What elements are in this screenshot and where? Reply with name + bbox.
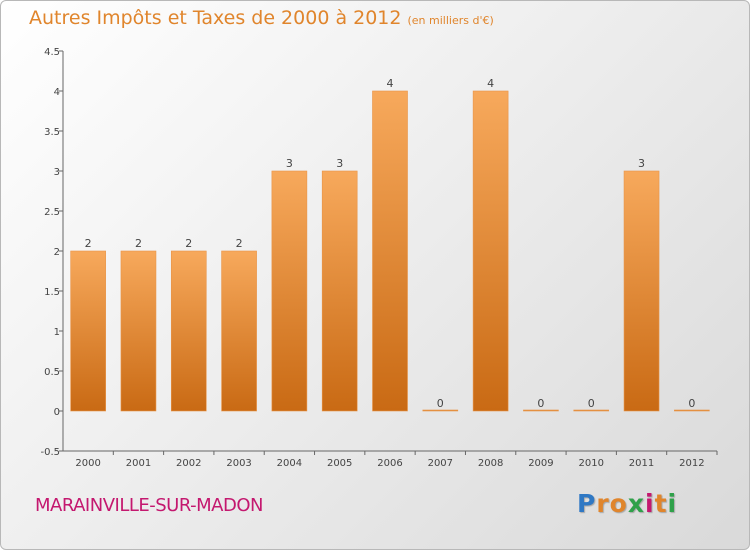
bar-2001 (120, 250, 157, 412)
bar-2004 (271, 170, 308, 412)
bar-2010 (573, 409, 610, 412)
data-label-2000: 2 (85, 237, 92, 250)
logo-letter: r (596, 489, 610, 518)
bar-2011 (623, 170, 660, 412)
x-tick-label-2007: 2007 (428, 458, 453, 469)
logo-letter: i (667, 489, 678, 518)
data-label-2011: 3 (638, 157, 645, 170)
logo-letter: P (577, 489, 597, 518)
data-label-2008: 4 (487, 77, 494, 90)
data-label-2001: 2 (135, 237, 142, 250)
y-tick-label: 1.5 (44, 287, 60, 298)
bar-2002 (170, 250, 207, 412)
x-tick-label-2006: 2006 (377, 458, 402, 469)
x-tick-label-2004: 2004 (277, 458, 302, 469)
data-label-2010: 0 (588, 397, 595, 410)
chart-subtitle: (en milliers d'€) (407, 14, 494, 27)
y-tick-label: -0.5 (40, 447, 60, 458)
y-tick-label: 3 (54, 167, 60, 178)
y-tick-label: 4.5 (44, 47, 60, 58)
x-tick-label-2005: 2005 (327, 458, 352, 469)
data-label-2007: 0 (437, 397, 444, 410)
logo-letter: o (609, 489, 628, 518)
x-tick-label-2009: 2009 (528, 458, 553, 469)
chart-title: Autres Impôts et Taxes de 2000 à 2012 (en… (29, 7, 494, 29)
data-label-2002: 2 (185, 237, 192, 250)
y-tick-label: 1 (54, 327, 60, 338)
y-tick-label: 0.5 (44, 367, 60, 378)
chart-title-main: Autres Impôts et Taxes de 2000 à 2012 (29, 7, 402, 29)
bar-2006 (372, 90, 408, 412)
data-label-2009: 0 (537, 397, 544, 410)
y-tick-label: 2 (54, 247, 60, 258)
data-label-2005: 3 (336, 157, 343, 170)
x-tick-label-2001: 2001 (126, 458, 151, 469)
y-tick-label: 0 (54, 407, 60, 418)
data-label-2006: 4 (387, 77, 394, 90)
data-label-2003: 2 (236, 237, 243, 250)
x-tick-label-2010: 2010 (579, 458, 604, 469)
bar-2008 (472, 90, 509, 412)
data-labels: 2 2 2 2 3 3 4 0 4 0 0 3 0 (85, 77, 696, 410)
bar-2007 (422, 409, 459, 412)
bar-2003 (221, 250, 257, 412)
logo-letter: t (654, 489, 668, 518)
proxiti-logo: Proxiti (577, 489, 677, 518)
logo-letter: i (645, 489, 655, 518)
x-tick-label-2002: 2002 (176, 458, 201, 469)
bar-2005 (321, 170, 358, 412)
bar-2012 (674, 409, 710, 412)
bar-2000 (70, 250, 106, 412)
x-tick-label-2008: 2008 (478, 458, 503, 469)
bars (70, 90, 710, 412)
y-tick-label: 4 (54, 87, 60, 98)
x-tick-label-2003: 2003 (226, 458, 251, 469)
y-tick-label: 3.5 (44, 127, 60, 138)
x-tick-label-2000: 2000 (75, 458, 100, 469)
data-label-2004: 3 (286, 157, 293, 170)
logo-letter: x (627, 489, 645, 518)
bar-2009 (523, 409, 559, 412)
y-tick-label: 2.5 (44, 207, 60, 218)
city-name: MARAINVILLE-SUR-MADON (35, 495, 263, 516)
x-tick-label-2012: 2012 (679, 458, 704, 469)
data-label-2012: 0 (688, 397, 695, 410)
x-tick-label-2011: 2011 (629, 458, 654, 469)
